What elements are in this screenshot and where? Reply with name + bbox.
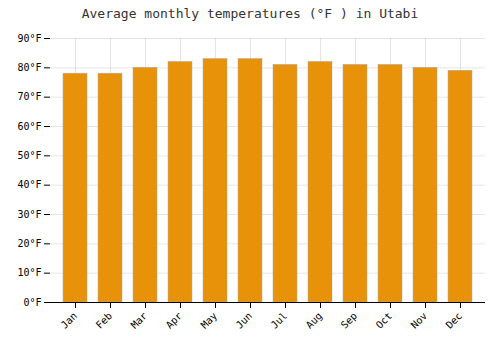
svg-text:40°F: 40°F bbox=[17, 179, 41, 190]
svg-text:0°F: 0°F bbox=[23, 297, 41, 308]
svg-text:30°F: 30°F bbox=[17, 209, 41, 220]
html-text:Average monthly temperatures (: Average monthly temperatures (°F ) in Ut… bbox=[81, 6, 419, 21]
svg-text:May: May bbox=[199, 310, 220, 331]
svg-text:90°F: 90°F bbox=[17, 33, 41, 44]
svg-text:Apr: Apr bbox=[164, 310, 185, 331]
svg-text:Nov: Nov bbox=[409, 310, 430, 331]
svg-text:50°F: 50°F bbox=[17, 150, 41, 161]
svg-text:Sep: Sep bbox=[339, 310, 360, 331]
svg-text:Feb: Feb bbox=[94, 310, 115, 331]
svg-text:Jun: Jun bbox=[234, 310, 255, 331]
svg-text:60°F: 60°F bbox=[17, 121, 41, 132]
svg-text:Oct: Oct bbox=[374, 310, 395, 331]
svg-text:Jan: Jan bbox=[59, 310, 80, 331]
svg-text:70°F: 70°F bbox=[17, 91, 41, 102]
svg-text:20°F: 20°F bbox=[17, 238, 41, 249]
svg-text:Aug: Aug bbox=[304, 310, 325, 331]
svg-text:10°F: 10°F bbox=[17, 267, 41, 278]
svg-text:80°F: 80°F bbox=[17, 62, 41, 73]
svg-text:Dec: Dec bbox=[444, 310, 465, 331]
svg-text:Jul: Jul bbox=[269, 310, 290, 331]
svg-text:Mar: Mar bbox=[129, 310, 150, 331]
